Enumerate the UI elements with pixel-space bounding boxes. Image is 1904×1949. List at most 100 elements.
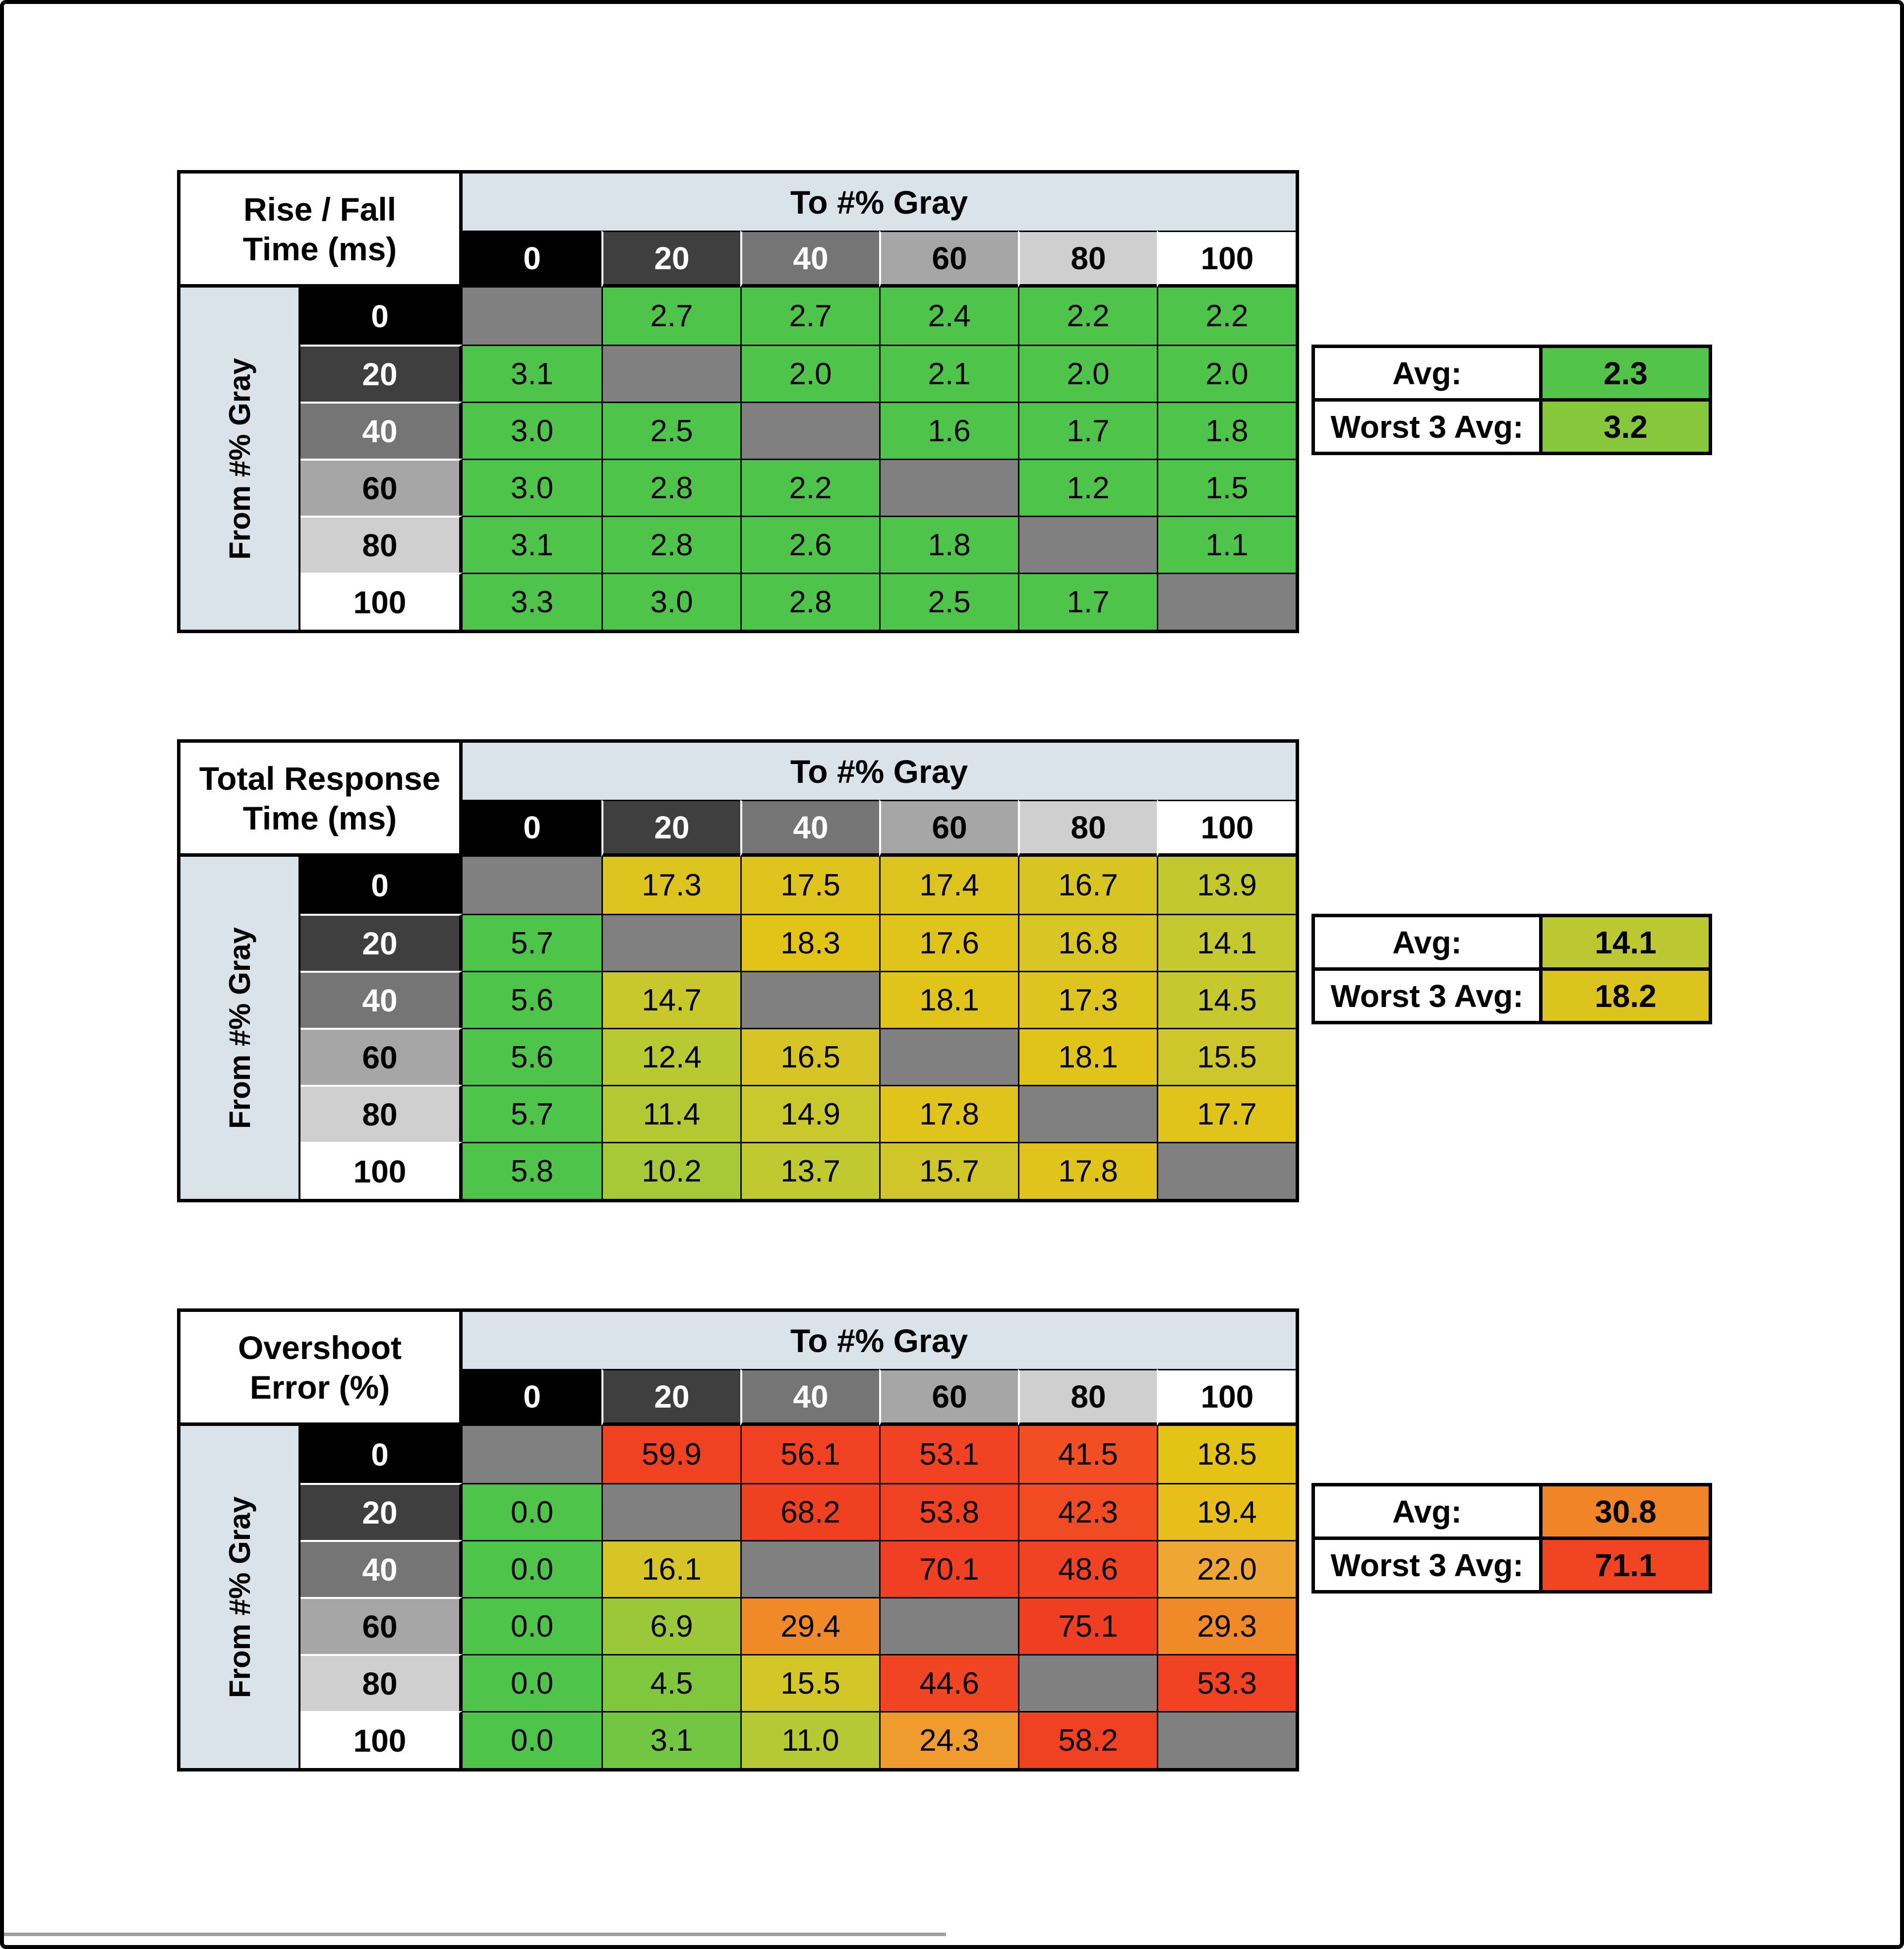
avg-value: 30.8	[1543, 1483, 1712, 1540]
heatmap-cell: 22.0	[1157, 1540, 1296, 1597]
worst3-row: Worst 3 Avg: 3.2	[1311, 398, 1712, 455]
table-title-line1: Rise / Fall	[243, 190, 397, 228]
avg-label: Avg:	[1311, 1483, 1543, 1540]
heatmap-cell: 1.1	[1157, 516, 1296, 573]
diagonal-cell	[1018, 1085, 1157, 1142]
gray-level-column-header: 0	[463, 231, 601, 288]
gray-level-column-header: 20	[601, 800, 740, 857]
gray-level-row-header: 20	[300, 914, 463, 971]
summary-box: Avg: 14.1 Worst 3 Avg: 18.2	[1311, 914, 1712, 1024]
from-gray-side-label-text: From #% Gray	[223, 357, 256, 560]
diagonal-cell	[740, 971, 879, 1028]
gray-level-column-header: 80	[1018, 1369, 1157, 1426]
heatmap-cell: 14.7	[601, 971, 740, 1028]
table-title: Rise / Fall Time (ms)	[180, 174, 463, 288]
diagonal-cell	[740, 402, 879, 459]
gray-level-column-header: 40	[740, 1369, 879, 1426]
diagonal-cell	[1157, 1711, 1296, 1768]
worst3-value: 71.1	[1543, 1536, 1712, 1594]
heatmap-cell: 2.0	[1018, 345, 1157, 402]
diagonal-cell	[1018, 1654, 1157, 1711]
avg-value: 2.3	[1543, 345, 1712, 402]
gray-level-row-header: 60	[300, 1597, 463, 1654]
cropped-table-edge	[4, 1933, 946, 1936]
avg-value: 14.1	[1543, 914, 1712, 971]
gray-level-row-header: 60	[300, 1028, 463, 1085]
heatmap-cell: 15.5	[740, 1654, 879, 1711]
heatmap-grid: Rise / Fall Time (ms) To #% Gray 0 20 40 60 80 1…	[177, 170, 1299, 633]
gray-level-row-header: 0	[300, 857, 463, 914]
heatmap-cell: 3.0	[601, 573, 740, 630]
heatmap-cell: 53.8	[879, 1483, 1018, 1540]
heatmap-cell: 5.7	[463, 1085, 601, 1142]
worst3-value: 3.2	[1543, 398, 1712, 455]
heatmap-cell: 18.1	[1018, 1028, 1157, 1085]
heatmap-cell: 17.5	[740, 857, 879, 914]
diagonal-cell	[1018, 516, 1157, 573]
heatmap-cell: 16.1	[601, 1540, 740, 1597]
heatmap-cell: 75.1	[1018, 1597, 1157, 1654]
heatmap-cell: 29.4	[740, 1597, 879, 1654]
diagonal-cell	[879, 1028, 1018, 1085]
heatmap-cell: 2.7	[740, 288, 879, 345]
heatmap-cell: 2.8	[601, 516, 740, 573]
gray-level-column-header: 40	[740, 800, 879, 857]
gray-level-row-header: 40	[300, 402, 463, 459]
heatmap-cell: 3.0	[463, 459, 601, 516]
heatmap-cell: 17.3	[601, 857, 740, 914]
heatmap-cell: 5.8	[463, 1142, 601, 1199]
diagonal-cell	[601, 345, 740, 402]
gray-level-row-header: 80	[300, 1654, 463, 1711]
heatmap-cell: 10.2	[601, 1142, 740, 1199]
heatmap-cell: 2.8	[740, 573, 879, 630]
heatmap-cell: 29.3	[1157, 1597, 1296, 1654]
heatmap-cell: 19.4	[1157, 1483, 1296, 1540]
heatmap-cell: 24.3	[879, 1711, 1018, 1768]
avg-row: Avg: 30.8	[1311, 1483, 1712, 1540]
gray-level-column-header: 60	[879, 1369, 1018, 1426]
avg-row: Avg: 14.1	[1311, 914, 1712, 971]
heatmap-cell: 48.6	[1018, 1540, 1157, 1597]
worst3-label: Worst 3 Avg:	[1311, 1536, 1543, 1594]
to-gray-band-label: To #% Gray	[463, 743, 1296, 800]
heatmap-cell: 1.8	[879, 516, 1018, 573]
heatmap-grid: Total Response Time (ms) To #% Gray 0 20 40 60…	[177, 739, 1299, 1202]
heatmap-cell: 3.1	[463, 516, 601, 573]
heatmap-cell: 17.7	[1157, 1085, 1296, 1142]
from-gray-side-label-text: From #% Gray	[223, 1496, 256, 1698]
total-response-time-table: Total Response Time (ms) To #% Gray 0 20 40 60…	[177, 739, 1903, 1202]
heatmap-cell: 0.0	[463, 1654, 601, 1711]
heatmap-cell: 5.6	[463, 1028, 601, 1085]
heatmap-cell: 70.1	[879, 1540, 1018, 1597]
worst3-label: Worst 3 Avg:	[1311, 967, 1543, 1024]
heatmap-cell: 18.3	[740, 914, 879, 971]
heatmap-cell: 1.7	[1018, 573, 1157, 630]
diagonal-cell	[1157, 1142, 1296, 1199]
gray-level-row-header: 100	[300, 1711, 463, 1768]
summary-box: Avg: 2.3 Worst 3 Avg: 3.2	[1311, 345, 1712, 455]
heatmap-cell: 17.3	[1018, 971, 1157, 1028]
diagonal-cell	[463, 857, 601, 914]
heatmap-cell: 2.5	[879, 573, 1018, 630]
diagonal-cell	[601, 914, 740, 971]
diagonal-cell	[740, 1540, 879, 1597]
heatmap-cell: 1.2	[1018, 459, 1157, 516]
gray-level-column-header: 80	[1018, 800, 1157, 857]
diagonal-cell	[1157, 573, 1296, 630]
diagonal-cell	[463, 1426, 601, 1483]
gray-level-row-header: 100	[300, 1142, 463, 1199]
heatmap-cell: 2.7	[601, 288, 740, 345]
heatmap-cell: 44.6	[879, 1654, 1018, 1711]
heatmap-cell: 1.5	[1157, 459, 1296, 516]
heatmap-cell: 16.5	[740, 1028, 879, 1085]
heatmap-cell: 3.1	[601, 1711, 740, 1768]
table-title-line1: Overshoot	[238, 1329, 402, 1366]
to-gray-band-label: To #% Gray	[463, 174, 1296, 231]
heatmap-cell: 11.0	[740, 1711, 879, 1768]
gray-level-row-header: 80	[300, 516, 463, 573]
heatmap-cell: 53.3	[1157, 1654, 1296, 1711]
heatmap-cell: 3.3	[463, 573, 601, 630]
gray-level-column-header: 80	[1018, 231, 1157, 288]
diagonal-cell	[601, 1483, 740, 1540]
diagonal-cell	[463, 288, 601, 345]
